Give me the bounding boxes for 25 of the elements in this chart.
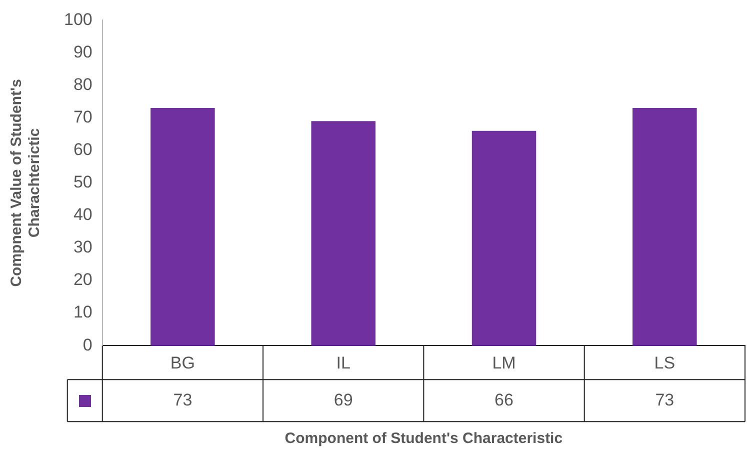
x-axis-title: Component of Student's Characteristic [284,430,563,448]
y-tick-label: 40 [73,205,92,224]
data-label: 73 [655,390,674,410]
y-tick-label: 80 [73,74,92,94]
y-tick-label: 90 [73,42,92,62]
bar [311,121,376,346]
y-tick-label: 60 [73,140,92,160]
data-label: 73 [173,390,192,410]
y-axis-title: Compnent Value of Student's Charachterictic [8,79,44,287]
y-tick-label: 0 [82,335,92,354]
y-tick-label: 50 [73,172,92,192]
bar [150,108,215,346]
x-tick-label: IL [336,353,350,372]
y-tick-label: 70 [73,108,92,127]
bar [472,130,536,346]
y-tick-label: 100 [64,10,92,29]
y-tick-label: 10 [73,302,92,322]
y-tick-label: 20 [73,270,92,290]
x-tick-label: LM [492,353,516,372]
x-tick-label: BG [170,353,195,372]
x-tick-label: LS [654,353,676,372]
y-tick-label: 30 [73,238,92,257]
data-label: 66 [494,390,514,410]
data-label: 69 [334,390,353,410]
bar [632,108,697,346]
